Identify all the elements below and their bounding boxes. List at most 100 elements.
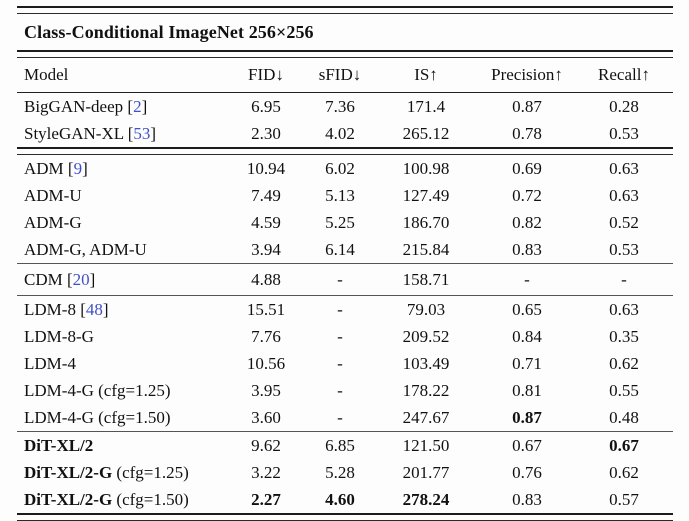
value-cell: 6.02 — [325, 158, 355, 178]
value-cell: 0.83 — [512, 239, 542, 259]
value-cell: 79.03 — [406, 299, 446, 319]
results-table: Class-Conditional ImageNet 256×256 Model… — [17, 6, 673, 521]
value-cell: 0.81 — [512, 380, 542, 400]
value-cell: - — [337, 407, 343, 427]
value-cell: 0.62 — [609, 353, 639, 373]
value-cell: 278.24 — [402, 489, 450, 509]
table-row: ADM-G, ADM-U 3.94 6.14 215.84 0.83 0.53 — [17, 236, 673, 263]
citation-link[interactable]: 48 — [85, 299, 103, 319]
value-cell: 158.71 — [402, 269, 450, 289]
citation-link[interactable]: 2 — [133, 96, 142, 116]
column-header: sFID↓ — [318, 65, 362, 84]
value-cell: 0.82 — [512, 212, 542, 232]
value-cell: 4.60 — [325, 489, 355, 509]
section-divider — [17, 147, 673, 155]
model-cell: LDM-4-G (cfg=1.50) — [17, 408, 229, 428]
value-cell: 7.49 — [251, 185, 281, 205]
value-cell: 0.52 — [609, 212, 639, 232]
value-cell: 0.87 — [512, 407, 542, 427]
table-row: LDM-8 [48] 15.51 - 79.03 0.65 0.63 — [17, 296, 673, 323]
column-header: IS↑ — [414, 65, 438, 84]
value-cell: 4.02 — [325, 123, 355, 143]
value-cell: 247.67 — [402, 407, 450, 427]
model-name: DiT-XL/2 — [24, 435, 94, 455]
value-cell: - — [337, 269, 343, 289]
model-cell: LDM-4 — [17, 354, 229, 374]
value-cell: 0.67 — [512, 435, 542, 455]
value-cell: 265.12 — [402, 123, 450, 143]
value-cell: 0.53 — [609, 239, 639, 259]
value-cell: 0.67 — [609, 435, 639, 455]
value-cell: - — [337, 326, 343, 346]
value-cell: 2.27 — [251, 489, 281, 509]
value-cell: 5.25 — [325, 212, 355, 232]
value-cell: 3.60 — [251, 407, 281, 427]
value-cell: - — [337, 353, 343, 373]
table-row: ADM-U 7.49 5.13 127.49 0.72 0.63 — [17, 182, 673, 209]
value-cell: 100.98 — [402, 158, 450, 178]
model-cell: LDM-4-G (cfg=1.25) — [17, 381, 229, 401]
value-cell: 0.76 — [512, 462, 542, 482]
value-cell: 10.56 — [246, 353, 286, 373]
model-name: StyleGAN-XL — [24, 123, 124, 143]
value-cell: 178.22 — [402, 380, 450, 400]
model-name: LDM-4-G (cfg=1.50) — [24, 407, 171, 427]
value-cell: 209.52 — [402, 326, 450, 346]
table-row: LDM-4-G (cfg=1.50) 3.60 - 247.67 0.87 0.48 — [17, 404, 673, 431]
header-row: Model FID↓ sFID↓ IS↑ Precision↑ Recall↑ — [17, 58, 673, 92]
value-cell: 5.28 — [325, 462, 355, 482]
value-cell: 0.62 — [609, 462, 639, 482]
table-row: ADM [9] 10.94 6.02 100.98 0.69 0.63 — [17, 155, 673, 182]
model-name: LDM-4-G (cfg=1.25) — [24, 380, 171, 400]
model-cell: ADM-G, ADM-U — [17, 240, 229, 260]
model-cell: LDM-8-G — [17, 327, 229, 347]
column-header: Recall↑ — [598, 65, 650, 84]
model-name: ADM — [24, 158, 64, 178]
value-cell: 0.48 — [609, 407, 639, 427]
model-cell: DiT-XL/2 — [17, 436, 229, 456]
model-cell: BigGAN-deep [2] — [24, 96, 148, 116]
value-cell: 3.94 — [251, 239, 281, 259]
table-row: LDM-4-G (cfg=1.25) 3.95 - 178.22 0.81 0.55 — [17, 377, 673, 404]
value-cell: 10.94 — [246, 158, 286, 178]
value-cell: 6.95 — [251, 96, 281, 116]
table-row: CDM [20] 4.88 - 158.71 - - — [17, 264, 673, 295]
value-cell: - — [337, 380, 343, 400]
value-cell: 7.76 — [251, 326, 281, 346]
model-cell: ADM [9] — [24, 158, 88, 178]
value-cell: 6.14 — [325, 239, 355, 259]
table-title: Class-Conditional ImageNet 256×256 — [24, 21, 314, 42]
table-row: DiT-XL/2-G (cfg=1.25) 3.22 5.28 201.77 0.76 0… — [17, 459, 673, 486]
column-header: FID↓ — [248, 65, 284, 84]
model-cell: CDM [20] — [24, 269, 96, 289]
column-header: Precision↑ — [491, 65, 563, 84]
model-name: CDM — [24, 269, 63, 289]
model-cell: DiT-XL/2-G (cfg=1.25) — [24, 462, 189, 482]
table-row: BigGAN-deep [2] 6.95 7.36 171.4 0.87 0.28 — [17, 93, 673, 120]
value-cell: 0.71 — [512, 353, 542, 373]
model-cell: ADM-U — [17, 186, 229, 206]
column-header: Model — [24, 65, 69, 84]
value-cell: 0.78 — [512, 123, 542, 143]
citation-link[interactable]: 53 — [133, 123, 151, 143]
citation-link[interactable]: 20 — [72, 269, 90, 289]
value-cell: 0.57 — [609, 489, 639, 509]
model-name: DiT-XL/2-G — [24, 462, 113, 482]
value-cell: 0.35 — [609, 326, 639, 346]
section-divider — [17, 431, 673, 432]
value-cell: 0.87 — [512, 96, 542, 116]
citation-link[interactable]: 9 — [73, 158, 83, 178]
value-cell: 5.13 — [325, 185, 355, 205]
table-body: BigGAN-deep [2] 6.95 7.36 171.4 0.87 0.28 Styl… — [17, 93, 673, 513]
table-row: LDM-4 10.56 - 103.49 0.71 0.62 — [17, 350, 673, 377]
model-name: DiT-XL/2-G — [24, 489, 113, 509]
value-cell: 0.63 — [609, 185, 639, 205]
value-cell: 6.85 — [325, 435, 355, 455]
value-cell: 0.55 — [609, 380, 639, 400]
value-cell: 7.36 — [325, 96, 355, 116]
value-cell: 9.62 — [251, 435, 281, 455]
value-cell: 15.51 — [246, 299, 286, 319]
model-name: ADM-G — [24, 212, 82, 232]
model-name: LDM-8 — [24, 299, 76, 319]
model-name: ADM-U — [24, 185, 82, 205]
